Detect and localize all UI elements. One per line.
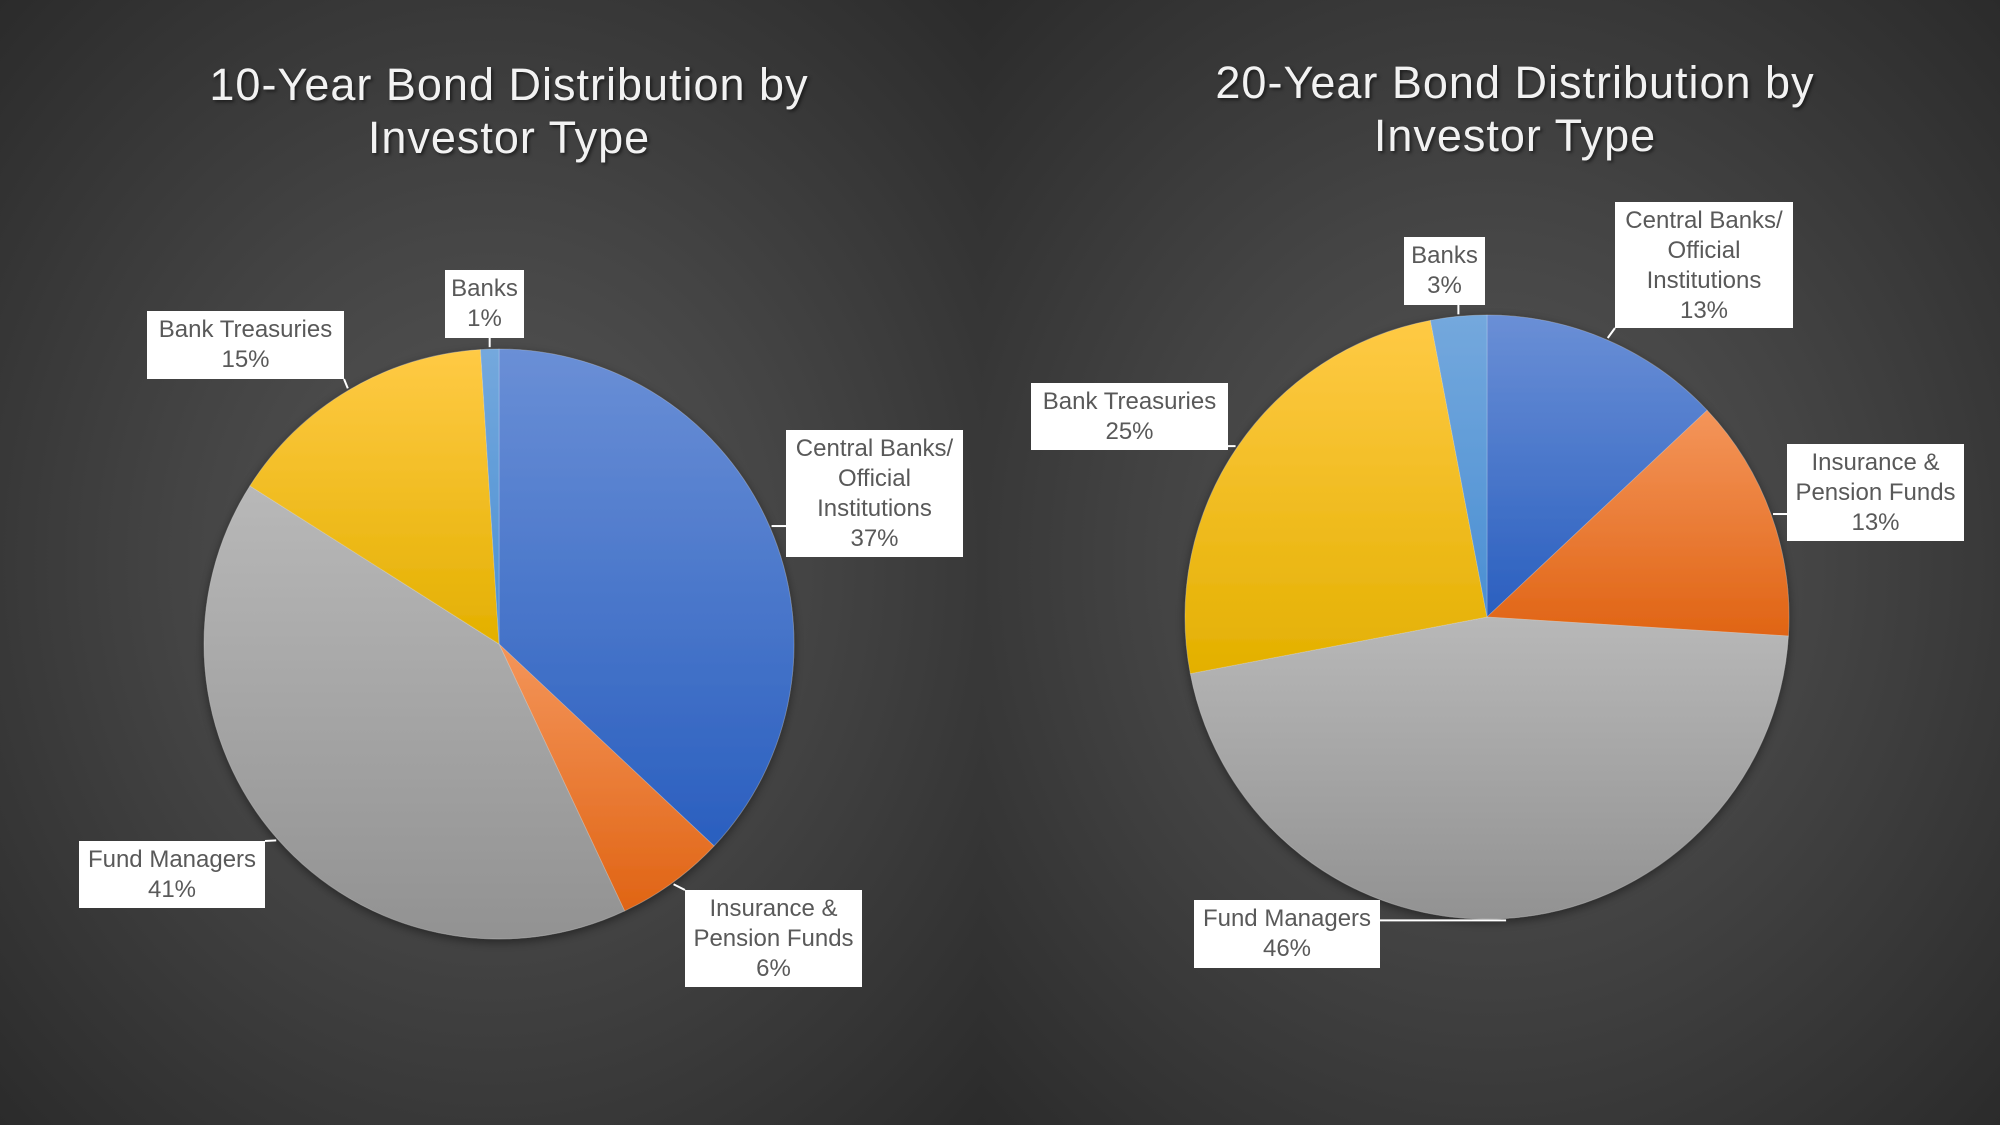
data-label-category: Official <box>838 465 911 492</box>
title-line: Investor Type <box>1373 110 1657 161</box>
data-label-category: Pension Funds <box>1795 479 1956 506</box>
data-label-insurance-pension-funds: Insurance & Pension Funds 6% <box>685 890 862 987</box>
data-label-category: Banks <box>1411 242 1478 269</box>
pie-slice-fund-managers <box>1189 616 1789 920</box>
data-label-banks: Banks 3% <box>1404 237 1485 305</box>
data-label-category: Official <box>1667 237 1741 264</box>
data-label-percent: 41% <box>147 876 197 903</box>
data-label-fund-managers: Fund Managers 41% <box>79 841 265 908</box>
pie-slice-bank-treasuries <box>249 349 500 645</box>
data-label-percent: 37% <box>850 525 899 552</box>
leader-line-fund-managers <box>264 839 277 842</box>
data-label-category: Institutions <box>1646 267 1762 294</box>
leader-line-insurance-pension-funds <box>673 883 686 891</box>
data-label-percent: 13% <box>1851 509 1900 536</box>
title-line: 20-Year Bond Distribution by <box>1215 57 1815 108</box>
data-label-category: Banks <box>451 275 518 302</box>
pie-slice-banks <box>480 348 500 645</box>
data-label-percent: 15% <box>221 346 270 373</box>
title-line: 10-Year Bond Distribution by <box>209 59 809 110</box>
data-label-central-banks: Central Banks/Official Institutions 37% <box>786 430 963 557</box>
data-label-percent: 46% <box>1262 935 1312 962</box>
chart-title-10-year: 10-Year Bond Distribution by Investor Ty… <box>59 58 959 164</box>
data-label-banks: Banks 1% <box>445 270 524 338</box>
data-label-percent: 3% <box>1427 272 1462 299</box>
data-label-category: Institutions <box>817 495 932 522</box>
data-label-category: Bank Treasuries <box>1042 388 1217 415</box>
data-label-percent: 1% <box>467 305 502 332</box>
pie-20-year <box>1184 314 1790 920</box>
data-label-category: Central Banks/ <box>795 435 954 462</box>
pie-10-year <box>203 348 795 940</box>
data-label-bank-treasuries: Bank Treasuries 15% <box>147 311 344 379</box>
data-label-category: Pension Funds <box>693 925 854 952</box>
data-label-bank-treasuries: Bank Treasuries 25% <box>1031 383 1228 450</box>
leader-line-central-banks <box>1606 327 1616 339</box>
leader-line-bank-treasuries <box>343 378 349 389</box>
data-label-category: Central Banks/ <box>1625 207 1783 234</box>
data-label-central-banks: Central Banks/Official Institutions 13% <box>1615 202 1793 328</box>
data-label-category: Insurance & <box>1811 449 1940 476</box>
data-label-fund-managers: Fund Managers 46% <box>1194 900 1380 968</box>
data-label-category: Fund Managers <box>87 846 257 873</box>
data-label-percent: 13% <box>1679 297 1729 324</box>
data-label-insurance-pension-funds: Insurance & Pension Funds 13% <box>1787 444 1964 541</box>
data-label-category: Insurance & <box>709 895 838 922</box>
title-line: Investor Type <box>367 112 651 163</box>
pie-slice-central-banks <box>498 348 795 847</box>
data-label-category: Bank Treasuries <box>158 316 333 343</box>
pie-slice-central-banks <box>1486 314 1708 618</box>
pie-slice-banks <box>1429 314 1488 618</box>
chart-title-20-year: 20-Year Bond Distribution by Investor Ty… <box>1065 56 1965 162</box>
pie-slice-fund-managers <box>203 485 626 940</box>
data-label-category: Fund Managers <box>1202 905 1372 932</box>
pie-slice-insurance-pension-funds <box>1486 409 1790 637</box>
data-label-percent: 25% <box>1105 418 1154 445</box>
leader-lines <box>264 305 1787 922</box>
data-label-percent: 6% <box>756 955 791 982</box>
pie-slice-bank-treasuries <box>1184 319 1488 675</box>
